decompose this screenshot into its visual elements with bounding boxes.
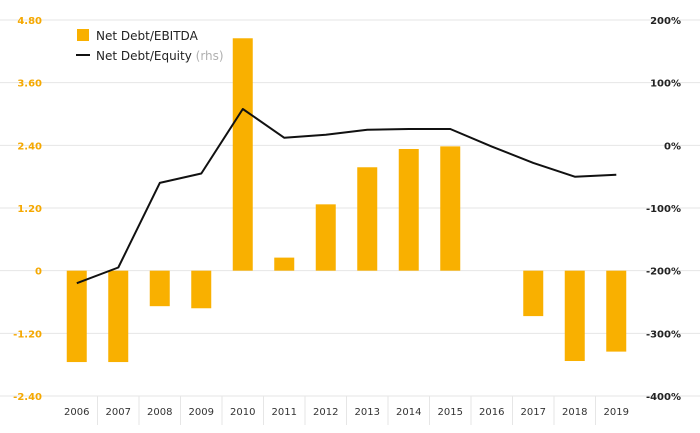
line-series-path	[76, 108, 617, 285]
bar	[564, 270, 585, 362]
legend-label-line: Net Debt/Equity (rhs)	[96, 49, 224, 63]
left-tick-label: -2.40	[13, 392, 42, 403]
left-tick-label: -1.20	[13, 329, 42, 340]
left-tick-label: 1.20	[17, 204, 42, 215]
left-tick-label: 3.60	[17, 79, 42, 90]
bar	[523, 270, 544, 317]
x-tick-label: 2014	[396, 407, 421, 418]
right-tick-label: -200%	[646, 267, 681, 278]
legend-swatch-bar	[77, 29, 89, 41]
left-tick-label: 2.40	[17, 141, 42, 152]
left-axis: 4.80 3.60 2.40 1.20 0 -1.20 -2.40	[13, 16, 42, 403]
bar	[191, 270, 212, 309]
bar-series	[66, 38, 627, 363]
x-tick-label: 2011	[272, 407, 297, 418]
legend-line-name: Net Debt/Equity	[96, 49, 192, 63]
gridlines	[0, 19, 700, 425]
right-tick-label: 0%	[664, 141, 681, 152]
right-axis: 200% 100% 0% -100% -200% -300% -400%	[646, 16, 681, 403]
x-tick-label: 2012	[313, 407, 338, 418]
bar	[66, 270, 87, 363]
bar	[274, 257, 295, 271]
right-tick-label: -100%	[646, 204, 681, 215]
bar	[440, 146, 461, 271]
left-tick-label: 4.80	[17, 16, 42, 27]
legend-label-bar: Net Debt/EBITDA	[96, 29, 199, 43]
x-tick-label: 2009	[189, 407, 214, 418]
x-axis: 2006 2007 2008 2009 2010 2011 2012 2013 2014 2015…	[64, 407, 629, 418]
left-tick-label: 0	[35, 267, 42, 278]
legend: Net Debt/EBITDA Net Debt/Equity (rhs)	[76, 29, 224, 63]
legend-line-suffix: (rhs)	[196, 49, 224, 63]
x-tick-label: 2016	[479, 407, 504, 418]
bar	[149, 270, 170, 307]
right-tick-label: 100%	[650, 79, 681, 90]
x-tick-label: 2019	[604, 407, 629, 418]
x-tick-label: 2017	[521, 407, 546, 418]
bar	[606, 270, 627, 352]
x-tick-label: 2015	[438, 407, 463, 418]
right-tick-label: 200%	[650, 16, 681, 27]
x-tick-label: 2008	[147, 407, 172, 418]
x-tick-label: 2013	[355, 407, 380, 418]
x-tick-label: 2007	[106, 407, 131, 418]
line-series	[76, 108, 617, 285]
right-tick-label: -400%	[646, 392, 681, 403]
bar	[108, 270, 129, 363]
x-tick-label: 2018	[562, 407, 587, 418]
bar	[398, 148, 419, 271]
bar	[357, 167, 378, 271]
right-tick-label: -300%	[646, 329, 681, 340]
bar	[232, 38, 253, 271]
bar	[315, 204, 336, 271]
x-tick-label: 2010	[230, 407, 255, 418]
x-tick-label: 2006	[64, 407, 89, 418]
